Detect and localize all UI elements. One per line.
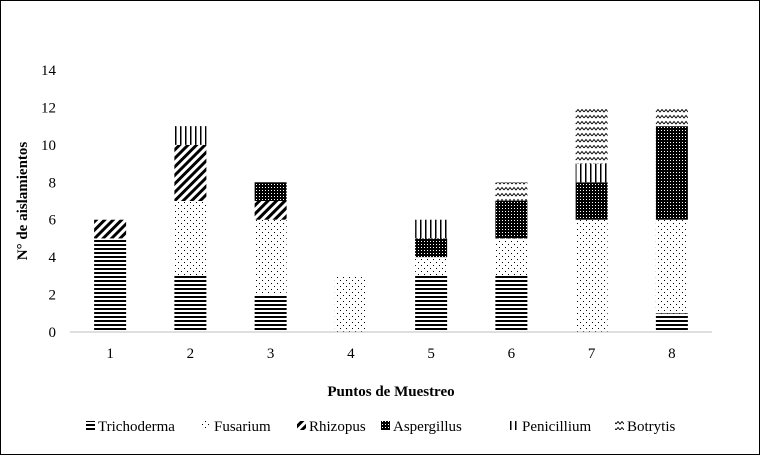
legend-swatch bbox=[86, 421, 95, 430]
y-tick-label: 6 bbox=[49, 213, 57, 229]
bar-segment-trichoderma-3 bbox=[254, 294, 287, 332]
x-tick-label: 5 bbox=[427, 346, 435, 362]
x-tick-label: 7 bbox=[588, 346, 596, 362]
y-tick-label: 4 bbox=[49, 250, 57, 266]
bar-segment-fusarium-6 bbox=[495, 238, 528, 276]
bar-segment-aspergillus-7 bbox=[575, 182, 608, 220]
y-tick-label: 12 bbox=[41, 100, 56, 116]
bar-segment-trichoderma-2 bbox=[174, 275, 207, 332]
x-axis-ticks: 1 2 3 4 5 6 7 8 bbox=[106, 346, 675, 362]
legend-item-trichoderma: Trichoderma bbox=[86, 419, 175, 435]
legend-item-penicillium: Penicillium bbox=[510, 419, 591, 435]
bar-segment-penicillium-7 bbox=[575, 163, 608, 183]
bar-segment-trichoderma-6 bbox=[495, 275, 528, 332]
y-axis-ticks: 0 2 4 6 8 10 12 14 bbox=[41, 63, 57, 341]
bar-segment-penicillium-5 bbox=[415, 219, 448, 239]
bar-segment-botrytis-8 bbox=[655, 107, 688, 127]
x-tick-label: 3 bbox=[267, 346, 275, 362]
bar-segment-rhizopus-3 bbox=[254, 201, 287, 220]
legend-item-botrytis: Botrytis bbox=[615, 419, 676, 435]
bar-segment-botrytis-7 bbox=[575, 107, 608, 164]
legend-item-aspergillus: Aspergillus bbox=[381, 419, 462, 435]
y-axis-title: N° de aislamientos bbox=[15, 142, 31, 261]
legend-label: Botrytis bbox=[627, 419, 676, 435]
y-tick-label: 0 bbox=[49, 325, 57, 341]
y-tick-label: 10 bbox=[41, 138, 56, 154]
legend-swatch bbox=[615, 421, 624, 430]
bar-segment-fusarium-2 bbox=[174, 201, 207, 276]
bars-layer bbox=[94, 107, 688, 332]
legend-item-rhizopus: Rhizopus bbox=[297, 419, 366, 435]
legend-swatch bbox=[297, 421, 306, 430]
y-tick-label: 14 bbox=[41, 63, 57, 79]
bar-segment-fusarium-3 bbox=[254, 219, 287, 295]
x-tick-label: 4 bbox=[347, 346, 355, 362]
x-axis-title: Puntos de Muestreo bbox=[327, 384, 454, 400]
legend-swatch bbox=[381, 421, 390, 430]
legend-label: Aspergillus bbox=[393, 419, 462, 435]
legend-label: Fusarium bbox=[214, 419, 271, 435]
bar-segment-fusarium-5 bbox=[415, 257, 448, 276]
bar-segment-fusarium-8 bbox=[655, 219, 688, 314]
bar-segment-aspergillus-5 bbox=[415, 238, 448, 258]
bar-segment-rhizopus-2 bbox=[174, 144, 207, 201]
x-tick-label: 8 bbox=[668, 346, 676, 362]
legend-label: Rhizopus bbox=[309, 419, 366, 435]
legend: Trichoderma Fusarium Rhizopus Aspergillus Pe… bbox=[86, 419, 676, 435]
legend-item-fusarium: Fusarium bbox=[202, 419, 271, 435]
bar-segment-aspergillus-3 bbox=[254, 182, 287, 201]
x-tick-label: 1 bbox=[106, 346, 114, 362]
bar-segment-aspergillus-6 bbox=[495, 201, 528, 239]
x-tick-label: 6 bbox=[508, 346, 516, 362]
bar-segment-rhizopus-1 bbox=[94, 219, 127, 239]
bar-segment-fusarium-7 bbox=[575, 219, 608, 332]
legend-swatch bbox=[510, 421, 519, 430]
legend-label: Trichoderma bbox=[98, 419, 175, 435]
bar-segment-trichoderma-1 bbox=[94, 238, 127, 332]
bar-segment-penicillium-2 bbox=[174, 126, 207, 145]
y-tick-label: 8 bbox=[49, 175, 57, 191]
legend-swatch bbox=[202, 421, 211, 430]
bar-segment-aspergillus-8 bbox=[655, 126, 688, 220]
legend-label: Penicillium bbox=[522, 419, 591, 435]
y-tick-label: 2 bbox=[49, 288, 57, 304]
bar-segment-trichoderma-8 bbox=[655, 313, 688, 332]
bar-segment-botrytis-6 bbox=[495, 182, 528, 201]
bar-segment-fusarium-4 bbox=[334, 275, 367, 332]
bar-segment-trichoderma-5 bbox=[415, 275, 448, 332]
x-tick-label: 2 bbox=[187, 346, 195, 362]
